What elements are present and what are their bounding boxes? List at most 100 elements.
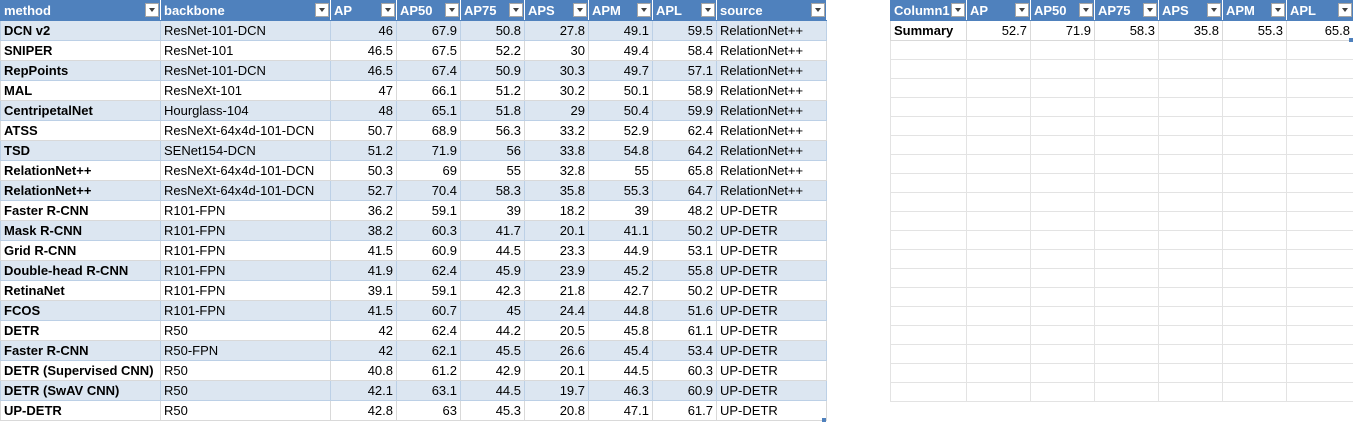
- table-cell[interactable]: 42.9: [460, 360, 525, 381]
- empty-cell[interactable]: [1158, 211, 1223, 231]
- table-cell[interactable]: 60.3: [396, 220, 461, 241]
- table-cell[interactable]: 44.9: [588, 240, 653, 261]
- table-cell[interactable]: 44.5: [460, 240, 525, 261]
- table-cell[interactable]: 32.8: [524, 160, 589, 181]
- empty-cell[interactable]: [1222, 325, 1287, 345]
- table-cell[interactable]: 42.7: [588, 280, 653, 301]
- empty-cell[interactable]: [1030, 287, 1095, 307]
- table-cell[interactable]: ResNeXt-64x4d-101-DCN: [160, 180, 331, 201]
- empty-cell[interactable]: [890, 211, 967, 231]
- table-cell[interactable]: ResNet-101-DCN: [160, 20, 331, 41]
- header-cell[interactable]: APM: [588, 0, 653, 21]
- table-cell[interactable]: 47.1: [588, 400, 653, 421]
- filter-dropdown-icon[interactable]: [145, 3, 159, 17]
- table-cell[interactable]: RelationNet++: [716, 20, 827, 41]
- empty-cell[interactable]: [1286, 192, 1353, 212]
- filter-dropdown-icon[interactable]: [1207, 3, 1221, 17]
- table-cell[interactable]: 23.3: [524, 240, 589, 261]
- empty-cell[interactable]: [1222, 135, 1287, 155]
- empty-cell[interactable]: [1286, 59, 1353, 79]
- empty-cell[interactable]: [1094, 344, 1159, 364]
- empty-cell[interactable]: [966, 154, 1031, 174]
- table-cell[interactable]: 56.3: [460, 120, 525, 141]
- empty-cell[interactable]: [1158, 154, 1223, 174]
- table-cell[interactable]: 50.7: [330, 120, 397, 141]
- table-cell[interactable]: 55: [460, 160, 525, 181]
- empty-cell[interactable]: [890, 268, 967, 288]
- empty-cell[interactable]: [1030, 97, 1095, 117]
- table-cell[interactable]: 23.9: [524, 260, 589, 281]
- table-cell[interactable]: 56: [460, 140, 525, 161]
- table-cell[interactable]: Faster R-CNN: [0, 340, 161, 361]
- table-cell[interactable]: 29: [524, 100, 589, 121]
- empty-cell[interactable]: [1094, 230, 1159, 250]
- empty-cell[interactable]: [1094, 287, 1159, 307]
- empty-cell[interactable]: [1222, 268, 1287, 288]
- empty-cell[interactable]: [1158, 40, 1223, 60]
- table-cell[interactable]: 46.5: [330, 40, 397, 61]
- table-cell[interactable]: FCOS: [0, 300, 161, 321]
- table-cell[interactable]: R101-FPN: [160, 280, 331, 301]
- table-cell[interactable]: 45.5: [460, 340, 525, 361]
- table-cell[interactable]: SENet154-DCN: [160, 140, 331, 161]
- empty-cell[interactable]: [890, 344, 967, 364]
- empty-cell[interactable]: [1222, 306, 1287, 326]
- header-cell[interactable]: AP75: [1094, 0, 1159, 21]
- empty-cell[interactable]: [890, 173, 967, 193]
- empty-cell[interactable]: [1030, 78, 1095, 98]
- table-cell[interactable]: 58.9: [652, 80, 717, 101]
- table-cell[interactable]: 44.5: [460, 380, 525, 401]
- table-cell[interactable]: 53.4: [652, 340, 717, 361]
- header-cell[interactable]: APM: [1222, 0, 1287, 21]
- header-cell[interactable]: Column1: [890, 0, 967, 21]
- empty-cell[interactable]: [1030, 40, 1095, 60]
- table-cell[interactable]: 51.8: [460, 100, 525, 121]
- table-cell[interactable]: 66.1: [396, 80, 461, 101]
- filter-dropdown-icon[interactable]: [1271, 3, 1285, 17]
- table-cell[interactable]: 70.4: [396, 180, 461, 201]
- empty-cell[interactable]: [966, 249, 1031, 269]
- empty-cell[interactable]: [1158, 97, 1223, 117]
- empty-cell[interactable]: [1286, 230, 1353, 250]
- filter-dropdown-icon[interactable]: [951, 3, 965, 17]
- table-cell[interactable]: 60.7: [396, 300, 461, 321]
- empty-cell[interactable]: [1222, 40, 1287, 60]
- table-cell[interactable]: ResNet-101: [160, 40, 331, 61]
- table-cell[interactable]: 50.4: [588, 100, 653, 121]
- table-cell[interactable]: 39: [588, 200, 653, 221]
- table-cell[interactable]: 48: [330, 100, 397, 121]
- table-cell[interactable]: 59.9: [652, 100, 717, 121]
- table-cell[interactable]: 44.2: [460, 320, 525, 341]
- table-cell[interactable]: UP-DETR: [716, 380, 827, 401]
- table-cell[interactable]: 20.1: [524, 360, 589, 381]
- empty-cell[interactable]: [1094, 306, 1159, 326]
- empty-cell[interactable]: [1286, 344, 1353, 364]
- empty-cell[interactable]: [1158, 344, 1223, 364]
- table-cell[interactable]: ResNet-101-DCN: [160, 60, 331, 81]
- empty-cell[interactable]: [1158, 59, 1223, 79]
- table-cell[interactable]: UP-DETR: [716, 260, 827, 281]
- table-cell[interactable]: 27.8: [524, 20, 589, 41]
- table-cell[interactable]: TSD: [0, 140, 161, 161]
- empty-cell[interactable]: [966, 268, 1031, 288]
- empty-cell[interactable]: [1030, 211, 1095, 231]
- table-cell[interactable]: 38.2: [330, 220, 397, 241]
- table-cell[interactable]: 42: [330, 320, 397, 341]
- table-cell[interactable]: UP-DETR: [716, 240, 827, 261]
- empty-cell[interactable]: [1286, 135, 1353, 155]
- empty-cell[interactable]: [1094, 211, 1159, 231]
- empty-cell[interactable]: [1222, 192, 1287, 212]
- table-cell[interactable]: R50: [160, 320, 331, 341]
- empty-cell[interactable]: [890, 192, 967, 212]
- table-cell[interactable]: 49.4: [588, 40, 653, 61]
- empty-cell[interactable]: [966, 116, 1031, 136]
- table-cell[interactable]: 52.9: [588, 120, 653, 141]
- empty-cell[interactable]: [1222, 382, 1287, 402]
- table-cell[interactable]: CentripetalNet: [0, 100, 161, 121]
- table-cell[interactable]: 46.3: [588, 380, 653, 401]
- table-cell[interactable]: 61.2: [396, 360, 461, 381]
- empty-cell[interactable]: [1094, 173, 1159, 193]
- filter-dropdown-icon[interactable]: [1079, 3, 1093, 17]
- table-cell[interactable]: 55.3: [588, 180, 653, 201]
- table-cell[interactable]: 44.5: [588, 360, 653, 381]
